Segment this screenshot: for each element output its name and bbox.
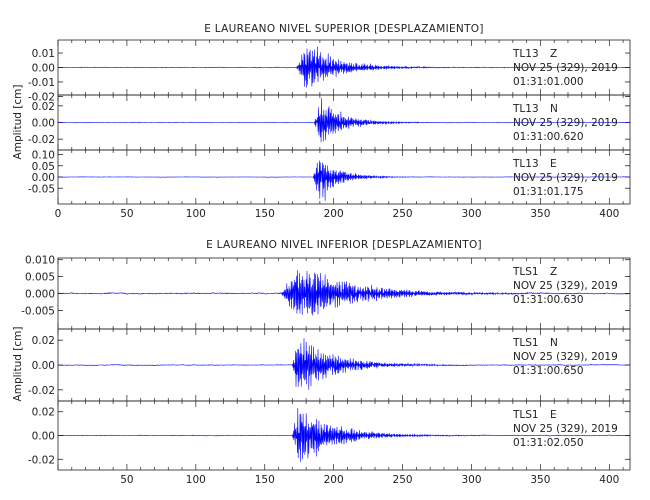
- station-name: TL13: [512, 158, 539, 170]
- panel-inferior: E LAUREANO NIVEL INFERIOR [DESPLAZAMIENT…: [12, 239, 631, 486]
- x-tick-label: 200: [324, 474, 344, 486]
- x-tick-label: 400: [599, 474, 619, 486]
- y-tick-label: 0.00: [32, 431, 55, 443]
- trace-date: NOV 25 (329), 2019: [513, 117, 618, 129]
- trace-tl13-e: 0.100.050.00-0.05 TL13 E NOV 25 (329), 2019…: [28, 150, 631, 205]
- component-label: Z: [550, 48, 557, 60]
- trace-tl13-z: 0.01 0.00 -0.01 -0.02 TL13 Z NOV 25 (329), 201…: [28, 39, 631, 103]
- y-tick-label: 0.02: [32, 407, 55, 419]
- y-tick-label: 0.10: [32, 150, 55, 162]
- component-label: Z: [550, 266, 557, 278]
- x-tick-label: 200: [324, 208, 344, 220]
- y-tick-label: 0.005: [25, 272, 55, 284]
- component-label: E: [550, 409, 557, 421]
- y-tick-label: 0.00: [32, 118, 55, 130]
- trace-date: NOV 25 (329), 2019: [513, 280, 618, 292]
- y-tick-label: 0.00: [32, 360, 55, 372]
- station-name: TL13: [512, 48, 539, 60]
- trace-time: 01:31:00.650: [513, 365, 584, 377]
- waveform-line: [57, 46, 631, 88]
- station-name: TLS1: [512, 337, 539, 349]
- component-label: E: [550, 158, 557, 170]
- y-tick-label: 0.01: [32, 48, 55, 60]
- trace-tls1-z: 0.010 0.005 0.000 -0.005 TLS1 Z NOV 25 (329), …: [21, 255, 631, 330]
- trace-date: NOV 25 (329), 2019: [513, 423, 618, 435]
- trace-time: 01:31:01.000: [513, 76, 584, 88]
- x-tick-label: 250: [393, 474, 413, 486]
- x-tick-label: 350: [530, 208, 550, 220]
- component-label: N: [550, 103, 558, 115]
- y-tick-label: 0.010: [25, 255, 55, 267]
- y-axis-label: Amplitud [cm]: [12, 85, 24, 160]
- waveform-line: [58, 408, 630, 462]
- panel-title: E LAUREANO NIVEL SUPERIOR [DESPLAZAMIENT…: [204, 23, 484, 35]
- trace-time: 01:31:00.630: [513, 294, 584, 306]
- y-tick-label: -0.01: [28, 77, 55, 89]
- y-tick-label: 0.00: [32, 172, 55, 184]
- y-tick-label: 0.00: [32, 63, 55, 75]
- trace-date: NOV 25 (329), 2019: [513, 62, 618, 74]
- trace-tl13-n: 0.02 0.00 -0.02 TL13 N NOV 25 (329), 2019 01:3…: [28, 94, 631, 151]
- trace-date: NOV 25 (329), 2019: [513, 172, 618, 184]
- station-name: TL13: [512, 103, 539, 115]
- y-tick-label: -0.02: [28, 385, 55, 397]
- y-tick-label: 0.02: [32, 101, 55, 113]
- y-tick-label: -0.02: [28, 134, 55, 146]
- x-tick-label: 50: [120, 474, 133, 486]
- x-tick-label: 250: [393, 208, 413, 220]
- x-tick-label: 150: [255, 474, 275, 486]
- y-tick-label: -0.05: [28, 183, 55, 195]
- trace-time: 01:31:02.050: [513, 437, 584, 449]
- y-tick-label: -0.02: [28, 454, 55, 466]
- trace-date: NOV 25 (329), 2019: [513, 351, 618, 363]
- station-name: TLS1: [512, 266, 539, 278]
- trace-tls1-e: 0.02 0.00 -0.02 TLS1 E NOV 25 (329), 2019 01:3…: [28, 400, 631, 471]
- y-axis-label: Amplitud [cm]: [12, 327, 24, 402]
- trace-time: 01:31:01.175: [513, 186, 584, 198]
- x-tick-label: 300: [461, 474, 481, 486]
- panel-superior: E LAUREANO NIVEL SUPERIOR [DESPLAZAMIENT…: [12, 23, 631, 220]
- y-tick-label: -0.005: [21, 305, 55, 317]
- x-tick-label: 50: [120, 208, 133, 220]
- component-label: N: [550, 337, 558, 349]
- y-tick-label: -0.02: [28, 91, 55, 103]
- waveform-line: [57, 97, 631, 143]
- x-tick-label: 100: [186, 208, 206, 220]
- x-tick-label: 100: [186, 474, 206, 486]
- x-tick-label: 0: [55, 208, 62, 220]
- waveform-line: [57, 160, 631, 201]
- x-tick-label: 300: [461, 208, 481, 220]
- station-name: TLS1: [512, 409, 539, 421]
- y-tick-label: 0.02: [32, 335, 55, 347]
- x-tick-label: 400: [599, 208, 619, 220]
- waveform-line: [57, 338, 631, 390]
- waveform-line: [57, 270, 630, 316]
- x-tick-label: 150: [255, 208, 275, 220]
- y-tick-label: 0.05: [32, 161, 55, 173]
- panel-title: E LAUREANO NIVEL INFERIOR [DESPLAZAMIENT…: [206, 239, 482, 251]
- trace-time: 01:31:00.620: [513, 131, 584, 143]
- y-tick-label: 0.000: [25, 289, 55, 301]
- trace-tls1-n: 0.02 0.00 -0.02 TLS1 N NOV 25 (329), 2019 01:3…: [28, 328, 631, 402]
- x-tick-label: 350: [530, 474, 550, 486]
